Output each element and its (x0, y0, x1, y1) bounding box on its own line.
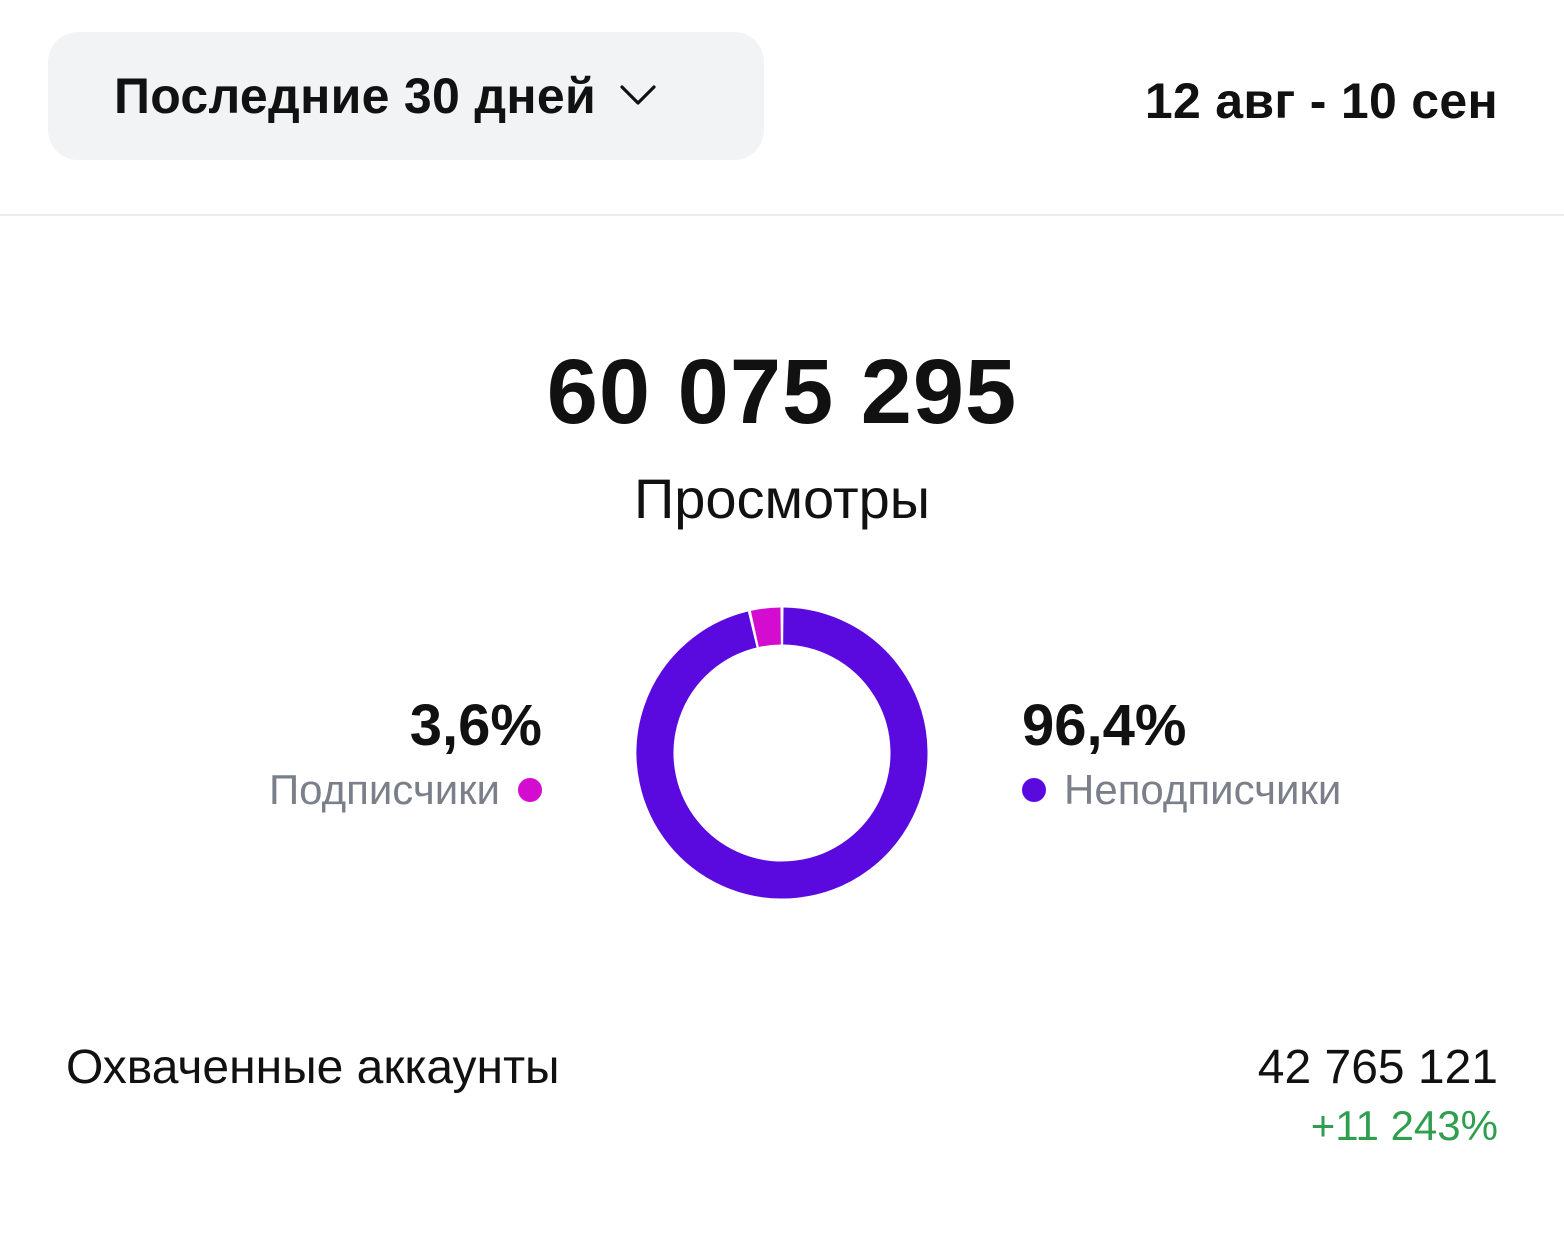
legend-followers-percent: 3,6% (409, 693, 542, 758)
views-total-label: Просмотры (634, 467, 930, 530)
accounts-reached-value: 42 765 121 (1257, 1041, 1498, 1094)
chevron-down-icon (620, 85, 656, 105)
accounts-reached-change: +11 243% (1310, 1102, 1498, 1149)
views-total-value: 60 075 295 (546, 341, 1018, 443)
period-dropdown[interactable]: Последние 30 дней (48, 32, 764, 160)
legend-non-followers-percent: 96,4% (1022, 693, 1187, 758)
slice-followers (750, 607, 782, 648)
legend-non-followers-label: Неподписчики (1064, 766, 1342, 813)
legend-followers-dot (518, 778, 542, 802)
legend-non-followers-dot (1022, 778, 1046, 802)
legend-followers: 3,6% Подписчики (269, 690, 542, 818)
header-divider (0, 214, 1564, 216)
period-dropdown-label: Последние 30 дней (114, 68, 597, 124)
date-range: 12 авг - 10 сен (1144, 73, 1498, 129)
accounts-reached-label: Охваченные аккаунты (66, 1041, 560, 1094)
slice-non-followers (636, 607, 928, 899)
legend-non-followers: 96,4% Неподписчики (1022, 690, 1341, 818)
views-donut-chart (636, 607, 928, 899)
legend-followers-label: Подписчики (268, 766, 500, 813)
